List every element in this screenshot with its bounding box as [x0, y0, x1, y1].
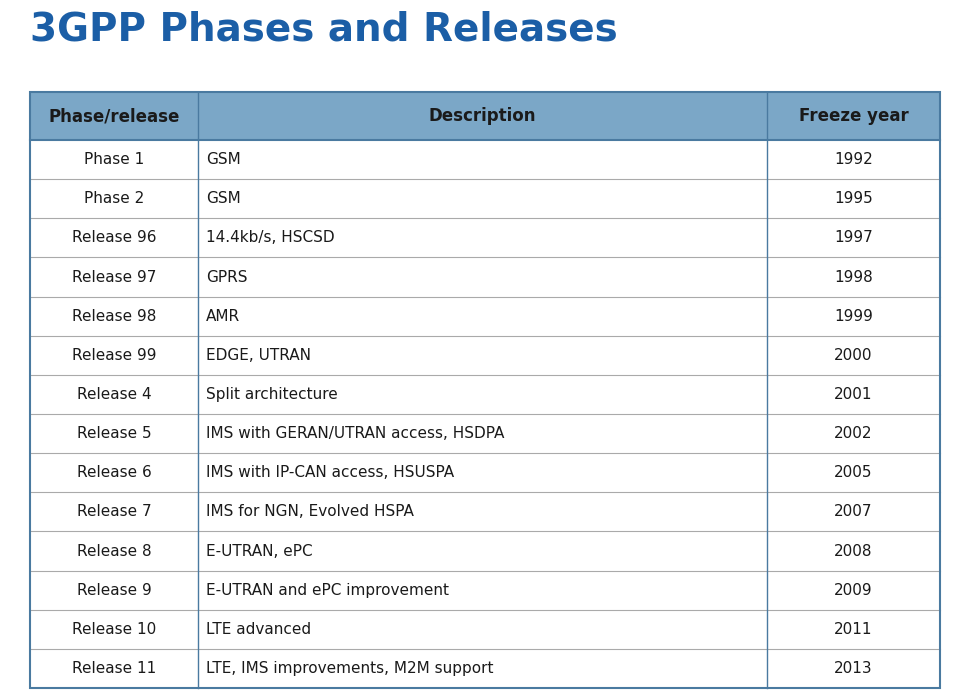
Text: IMS for NGN, Evolved HSPA: IMS for NGN, Evolved HSPA [206, 505, 414, 519]
Text: 1997: 1997 [834, 230, 873, 246]
Text: Release 97: Release 97 [72, 269, 156, 285]
Text: Release 98: Release 98 [72, 309, 156, 323]
Text: 2002: 2002 [834, 426, 873, 441]
Text: 2011: 2011 [834, 622, 873, 637]
Text: Freeze year: Freeze year [799, 107, 908, 125]
Text: 2000: 2000 [834, 348, 873, 363]
Text: Release 11: Release 11 [72, 661, 156, 676]
Text: 2008: 2008 [834, 543, 873, 559]
Text: 2007: 2007 [834, 505, 873, 519]
Text: AMR: AMR [206, 309, 240, 323]
Text: 14.4kb/s, HSCSD: 14.4kb/s, HSCSD [206, 230, 335, 246]
Text: E-UTRAN, ePC: E-UTRAN, ePC [206, 543, 313, 559]
Text: Description: Description [429, 107, 537, 125]
Text: GSM: GSM [206, 192, 241, 206]
Text: Release 10: Release 10 [72, 622, 156, 637]
Text: IMS with IP-CAN access, HSUSPA: IMS with IP-CAN access, HSUSPA [206, 465, 454, 480]
Text: 2013: 2013 [834, 661, 873, 676]
Text: Release 7: Release 7 [77, 505, 152, 519]
Text: Phase 1: Phase 1 [84, 152, 144, 167]
Text: Release 99: Release 99 [72, 348, 156, 363]
Text: 1999: 1999 [834, 309, 873, 323]
Text: Release 9: Release 9 [77, 583, 152, 598]
Text: Phase 2: Phase 2 [84, 192, 144, 206]
Text: Release 4: Release 4 [77, 387, 152, 402]
Text: 1998: 1998 [834, 269, 873, 285]
Text: Release 6: Release 6 [77, 465, 152, 480]
Text: Release 8: Release 8 [77, 543, 152, 559]
Text: GSM: GSM [206, 152, 241, 167]
Text: LTE, IMS improvements, M2M support: LTE, IMS improvements, M2M support [206, 661, 493, 676]
Text: EDGE, UTRAN: EDGE, UTRAN [206, 348, 311, 363]
Text: 2005: 2005 [834, 465, 873, 480]
Text: 2009: 2009 [834, 583, 873, 598]
Text: GPRS: GPRS [206, 269, 248, 285]
Text: Release 96: Release 96 [72, 230, 156, 246]
Text: Release 5: Release 5 [77, 426, 152, 441]
Text: 3GPP Phases and Releases: 3GPP Phases and Releases [30, 10, 617, 48]
Text: E-UTRAN and ePC improvement: E-UTRAN and ePC improvement [206, 583, 449, 598]
Text: 1992: 1992 [834, 152, 873, 167]
Bar [30, 92, 940, 140]
Text: 1995: 1995 [834, 192, 873, 206]
Text: Split architecture: Split architecture [206, 387, 338, 402]
Text: Phase/release: Phase/release [49, 107, 180, 125]
Text: LTE advanced: LTE advanced [206, 622, 311, 637]
Text: 2001: 2001 [834, 387, 873, 402]
Bar [30, 92, 940, 688]
Text: IMS with GERAN/UTRAN access, HSDPA: IMS with GERAN/UTRAN access, HSDPA [206, 426, 505, 441]
